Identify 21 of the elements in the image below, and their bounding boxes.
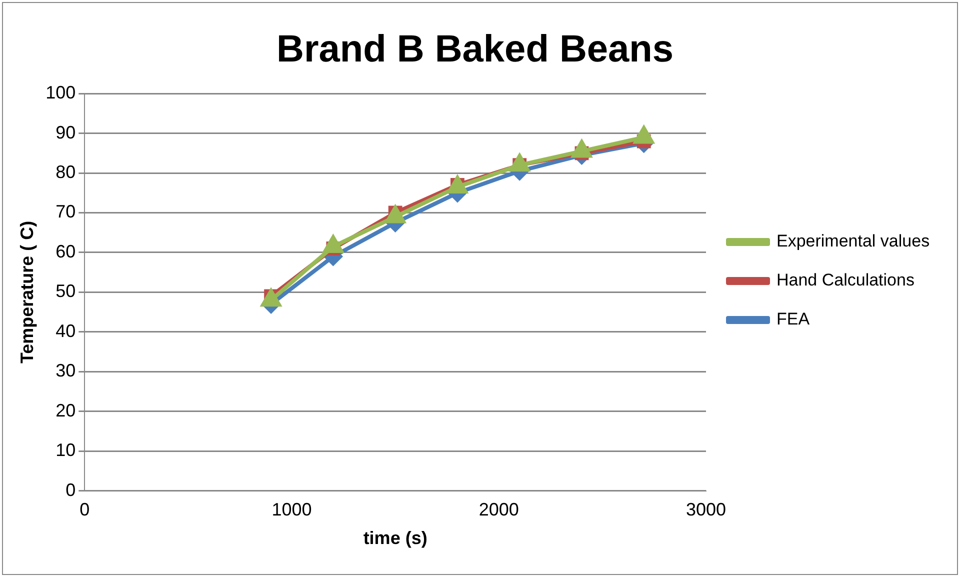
y-tick-label: 70 [56, 202, 76, 222]
x-tick-label: 3000 [686, 500, 726, 520]
y-tick-label: 60 [56, 241, 76, 262]
chart-title: Brand B Baked Beans [276, 28, 674, 70]
x-tick-label: 0 [80, 500, 90, 520]
y-tick-label: 10 [56, 440, 76, 460]
y-tick-label: 40 [56, 320, 76, 341]
y-tick-label: 0 [66, 480, 76, 500]
y-tick-label: 30 [56, 360, 76, 381]
legend-label: FEA [776, 310, 810, 329]
y-tick-label: 50 [56, 281, 76, 302]
y-tick-label: 100 [46, 82, 76, 103]
y-tick-label: 20 [56, 400, 76, 420]
y-axis-title: Temperature ( C) [16, 220, 37, 364]
legend-label: Hand Calculations [776, 270, 914, 290]
legend-label: Experimental values [776, 232, 930, 251]
x-tick-label: 2000 [478, 500, 519, 520]
y-tick-label: 90 [56, 122, 76, 142]
x-axis-title: time (s) [363, 528, 428, 548]
y-tick-label: 80 [56, 162, 76, 182]
x-tick-label: 1000 [272, 500, 312, 520]
